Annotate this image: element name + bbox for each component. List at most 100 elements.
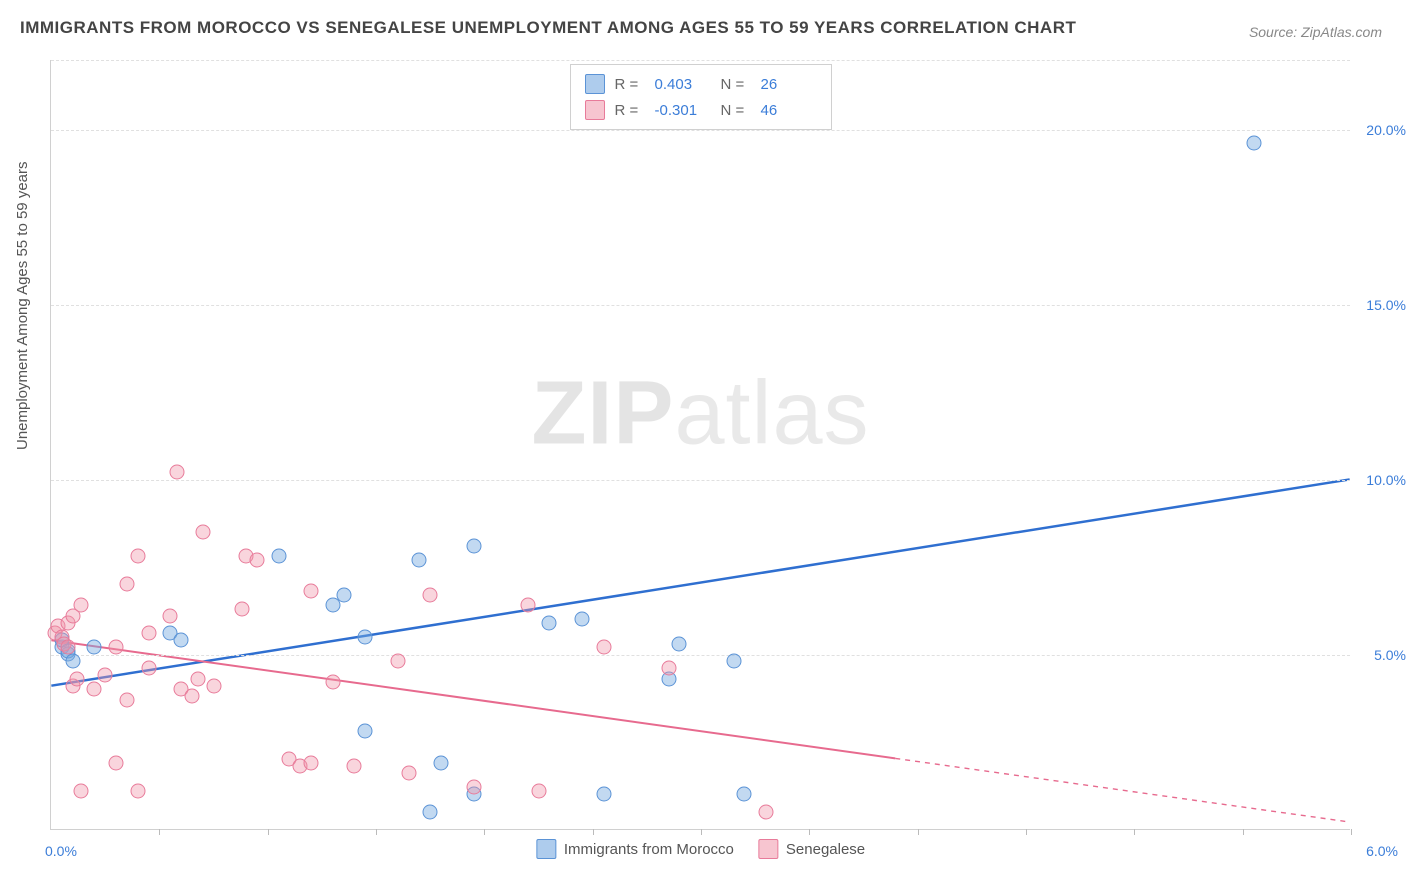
x-tick bbox=[1026, 829, 1027, 835]
scatter-point bbox=[520, 598, 535, 613]
legend-swatch bbox=[585, 74, 605, 94]
y-tick-label: 5.0% bbox=[1374, 647, 1406, 663]
legend-swatch bbox=[758, 839, 778, 859]
gridline-h bbox=[51, 60, 1350, 61]
trend-line-extrapolated bbox=[895, 758, 1349, 822]
scatter-point bbox=[759, 804, 774, 819]
legend-R-value: 0.403 bbox=[655, 76, 711, 93]
x-tick bbox=[159, 829, 160, 835]
legend-series-label: Immigrants from Morocco bbox=[564, 841, 734, 858]
plot-area: ZIPatlas R =0.403N =26R =-0.301N =46 Imm… bbox=[50, 60, 1350, 830]
scatter-point bbox=[1246, 136, 1261, 151]
y-tick-label: 20.0% bbox=[1366, 122, 1406, 138]
scatter-point bbox=[61, 640, 76, 655]
scatter-point bbox=[74, 598, 89, 613]
scatter-point bbox=[574, 612, 589, 627]
scatter-point bbox=[542, 615, 557, 630]
chart-title: IMMIGRANTS FROM MOROCCO VS SENEGALESE UN… bbox=[20, 18, 1076, 38]
scatter-point bbox=[358, 724, 373, 739]
scatter-point bbox=[423, 587, 438, 602]
scatter-point bbox=[466, 780, 481, 795]
legend-R-label: R = bbox=[615, 76, 645, 93]
legend-N-label: N = bbox=[721, 102, 751, 119]
legend-stat-row: R = -0.301 N = 46 bbox=[585, 97, 817, 123]
scatter-point bbox=[65, 654, 80, 669]
x-max-label: 6.0% bbox=[1366, 843, 1398, 859]
x-tick bbox=[484, 829, 485, 835]
x-tick bbox=[1351, 829, 1352, 835]
x-tick bbox=[1243, 829, 1244, 835]
scatter-point bbox=[74, 783, 89, 798]
scatter-point bbox=[119, 577, 134, 592]
legend-N-value: 26 bbox=[761, 76, 817, 93]
x-tick bbox=[809, 829, 810, 835]
legend-N-value: 46 bbox=[761, 102, 817, 119]
scatter-point bbox=[249, 552, 264, 567]
scatter-point bbox=[98, 668, 113, 683]
scatter-point bbox=[390, 654, 405, 669]
trend-line bbox=[51, 640, 895, 758]
scatter-point bbox=[109, 755, 124, 770]
y-axis-label: Unemployment Among Ages 55 to 59 years bbox=[14, 161, 31, 450]
scatter-point bbox=[141, 661, 156, 676]
scatter-point bbox=[412, 552, 427, 567]
source-attribution: Source: ZipAtlas.com bbox=[1249, 24, 1382, 40]
legend-R-label: R = bbox=[615, 102, 645, 119]
trend-lines-layer bbox=[51, 60, 1350, 829]
scatter-point bbox=[174, 633, 189, 648]
x-tick bbox=[268, 829, 269, 835]
scatter-point bbox=[672, 636, 687, 651]
gridline-h bbox=[51, 305, 1350, 306]
gridline-h bbox=[51, 655, 1350, 656]
scatter-point bbox=[423, 804, 438, 819]
legend-series-item: Immigrants from Morocco bbox=[536, 839, 734, 859]
scatter-point bbox=[130, 783, 145, 798]
legend-swatch bbox=[536, 839, 556, 859]
legend-series: Immigrants from Morocco Senegalese bbox=[536, 839, 865, 859]
scatter-point bbox=[358, 629, 373, 644]
scatter-point bbox=[87, 682, 102, 697]
scatter-point bbox=[70, 671, 85, 686]
scatter-point bbox=[163, 608, 178, 623]
y-tick-label: 10.0% bbox=[1366, 472, 1406, 488]
scatter-point bbox=[737, 787, 752, 802]
legend-stats: R = 0.403 N = 26 R = -0.301 N = 46 bbox=[570, 64, 832, 130]
scatter-point bbox=[271, 549, 286, 564]
scatter-point bbox=[596, 640, 611, 655]
legend-N-label: N = bbox=[721, 76, 751, 93]
scatter-point bbox=[109, 640, 124, 655]
scatter-point bbox=[325, 675, 340, 690]
scatter-point bbox=[195, 524, 210, 539]
scatter-point bbox=[726, 654, 741, 669]
gridline-h bbox=[51, 480, 1350, 481]
scatter-point bbox=[401, 766, 416, 781]
scatter-point bbox=[434, 755, 449, 770]
scatter-point bbox=[531, 783, 546, 798]
scatter-point bbox=[336, 587, 351, 602]
scatter-point bbox=[596, 787, 611, 802]
x-tick bbox=[918, 829, 919, 835]
scatter-point bbox=[169, 465, 184, 480]
scatter-point bbox=[130, 549, 145, 564]
scatter-point bbox=[191, 671, 206, 686]
scatter-point bbox=[304, 755, 319, 770]
y-tick-label: 15.0% bbox=[1366, 297, 1406, 313]
scatter-point bbox=[304, 584, 319, 599]
x-tick bbox=[1134, 829, 1135, 835]
legend-swatch bbox=[585, 100, 605, 120]
scatter-point bbox=[206, 678, 221, 693]
scatter-point bbox=[466, 538, 481, 553]
scatter-point bbox=[119, 692, 134, 707]
legend-series-label: Senegalese bbox=[786, 841, 865, 858]
x-tick bbox=[376, 829, 377, 835]
gridline-h bbox=[51, 130, 1350, 131]
legend-R-value: -0.301 bbox=[655, 102, 711, 119]
scatter-point bbox=[184, 689, 199, 704]
x-tick bbox=[593, 829, 594, 835]
scatter-point bbox=[347, 759, 362, 774]
scatter-point bbox=[87, 640, 102, 655]
scatter-point bbox=[661, 661, 676, 676]
x-origin-label: 0.0% bbox=[45, 843, 77, 859]
legend-series-item: Senegalese bbox=[758, 839, 865, 859]
x-tick bbox=[701, 829, 702, 835]
